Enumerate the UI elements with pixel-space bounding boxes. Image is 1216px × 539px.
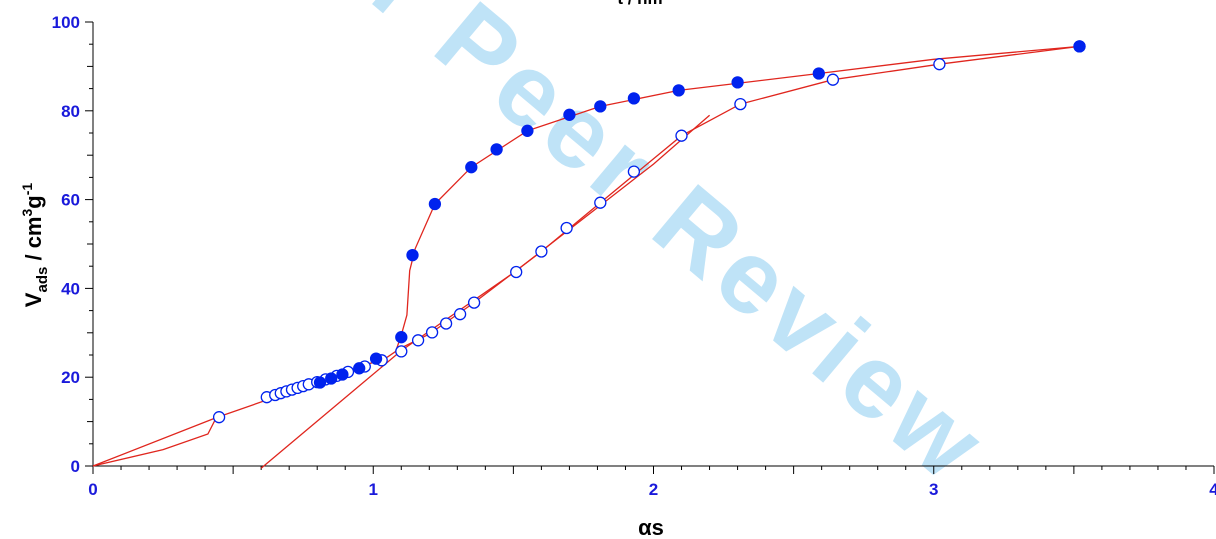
open-marker	[594, 196, 607, 209]
y-tick-label: 0	[71, 457, 80, 476]
y-tick-label: 20	[61, 368, 80, 387]
open-marker	[675, 129, 688, 142]
x-tick-label: 3	[929, 480, 938, 499]
open-marker	[826, 73, 840, 86]
y-axis-title-sup2: -1	[19, 183, 35, 196]
y-axis-title-sup1: 3	[19, 209, 35, 217]
fit-line-4	[260, 114, 711, 469]
y-tick-label: 100	[52, 13, 80, 32]
watermark: For Peer Review	[245, 0, 1008, 506]
x-tick-label: 4	[1209, 480, 1216, 499]
filled-marker	[336, 368, 349, 381]
open-marker	[453, 308, 467, 321]
open-marker	[535, 245, 548, 258]
filled-marker	[369, 352, 383, 365]
filled-marker	[594, 100, 607, 113]
y-axis-ticks: 0 20 40 60 80 100	[52, 13, 93, 476]
filled-marker	[325, 372, 338, 385]
y-tick-label: 80	[61, 102, 80, 121]
filled-marker	[490, 143, 503, 156]
x-tick-label: 2	[649, 480, 658, 499]
open-marker	[411, 334, 425, 347]
filled-marker	[731, 76, 744, 89]
open-marker	[510, 265, 523, 279]
open-marker	[425, 326, 439, 339]
y-axis-title: Vads / cm3g-1	[19, 183, 51, 308]
open-marker	[395, 345, 408, 358]
y-axis-title-g: g	[21, 195, 46, 208]
filled-marker	[521, 124, 534, 137]
chart-title: t / nm	[617, 0, 662, 8]
fit-line-3	[395, 45, 1080, 352]
filled-marker	[563, 108, 576, 121]
filled-marker	[812, 67, 825, 80]
filled-marker	[428, 197, 442, 211]
x-tick-label: 1	[369, 480, 378, 499]
open-marker	[212, 411, 226, 424]
watermark-text: For Peer Review	[245, 0, 1008, 506]
filled-marker	[1073, 40, 1086, 53]
open-marker	[467, 296, 481, 309]
filled-marker	[395, 331, 408, 344]
fit-line-1	[92, 417, 217, 467]
filled-marker	[353, 362, 366, 375]
open-marker	[560, 221, 573, 235]
open-marker	[439, 317, 453, 330]
filled-marker	[465, 161, 478, 174]
x-axis-ticks: 0 1 2 3 4	[88, 466, 1216, 499]
open-marker	[933, 58, 946, 71]
filled-marker	[406, 248, 419, 262]
filled-marker	[672, 84, 685, 97]
filled-marker	[313, 376, 327, 389]
y-tick-label: 60	[61, 191, 80, 210]
y-axis-title-v: V	[21, 292, 46, 307]
y-axis-title-sub: ads	[34, 267, 51, 293]
data-markers	[212, 40, 1086, 424]
open-marker	[627, 165, 641, 178]
filled-marker	[627, 92, 641, 105]
x-axis-title: αs	[638, 515, 664, 539]
y-axis-title-unit: / cm	[21, 217, 46, 267]
open-marker	[734, 97, 747, 111]
y-tick-label: 40	[61, 279, 80, 298]
x-tick-label: 0	[88, 480, 97, 499]
